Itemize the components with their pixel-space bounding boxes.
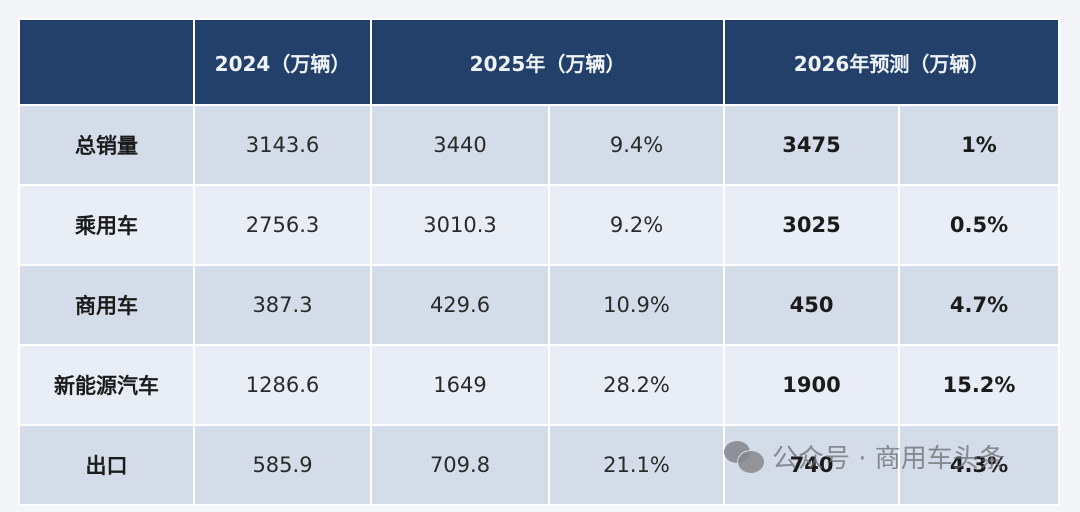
cell-2026: 450 (725, 266, 899, 344)
cell-2025-growth: 10.9% (550, 266, 724, 344)
cell-2026: 1900 (725, 346, 899, 424)
row-label: 乘用车 (20, 186, 193, 264)
cell-2026-growth: 4.3% (900, 426, 1059, 504)
header-corner (20, 20, 193, 104)
table-row: 出口 585.9 709.8 21.1% 740 4.3% (20, 426, 1059, 504)
cell-2024: 1286.6 (195, 346, 370, 424)
table-header-row: 2024（万辆） 2025年（万辆） 2026年预测（万辆） (20, 20, 1059, 104)
cell-2025: 3010.3 (372, 186, 548, 264)
cell-2024: 387.3 (195, 266, 370, 344)
cell-2026-growth: 0.5% (900, 186, 1059, 264)
row-label: 总销量 (20, 106, 193, 184)
cell-2026-growth: 4.7% (900, 266, 1059, 344)
cell-2025: 3440 (372, 106, 548, 184)
cell-2024: 585.9 (195, 426, 370, 504)
row-label: 新能源汽车 (20, 346, 193, 424)
sales-forecast-table: 2024（万辆） 2025年（万辆） 2026年预测（万辆） 总销量 3143.… (18, 18, 1061, 506)
cell-2025: 709.8 (372, 426, 548, 504)
cell-2026-growth: 15.2% (900, 346, 1059, 424)
cell-2025: 1649 (372, 346, 548, 424)
cell-2026-growth: 1% (900, 106, 1059, 184)
table-row: 商用车 387.3 429.6 10.9% 450 4.7% (20, 266, 1059, 344)
cell-2024: 3143.6 (195, 106, 370, 184)
table-row: 乘用车 2756.3 3010.3 9.2% 3025 0.5% (20, 186, 1059, 264)
table-row: 总销量 3143.6 3440 9.4% 3475 1% (20, 106, 1059, 184)
row-label: 商用车 (20, 266, 193, 344)
cell-2025-growth: 9.2% (550, 186, 724, 264)
row-label: 出口 (20, 426, 193, 504)
table-row: 新能源汽车 1286.6 1649 28.2% 1900 15.2% (20, 346, 1059, 424)
cell-2026: 740 (725, 426, 899, 504)
cell-2024: 2756.3 (195, 186, 370, 264)
cell-2025-growth: 28.2% (550, 346, 724, 424)
cell-2025-growth: 9.4% (550, 106, 724, 184)
cell-2026: 3025 (725, 186, 899, 264)
header-2025: 2025年（万辆） (372, 20, 724, 104)
cell-2025-growth: 21.1% (550, 426, 724, 504)
header-2026-forecast: 2026年预测（万辆） (725, 20, 1059, 104)
cell-2026: 3475 (725, 106, 899, 184)
cell-2025: 429.6 (372, 266, 548, 344)
header-2024: 2024（万辆） (195, 20, 370, 104)
